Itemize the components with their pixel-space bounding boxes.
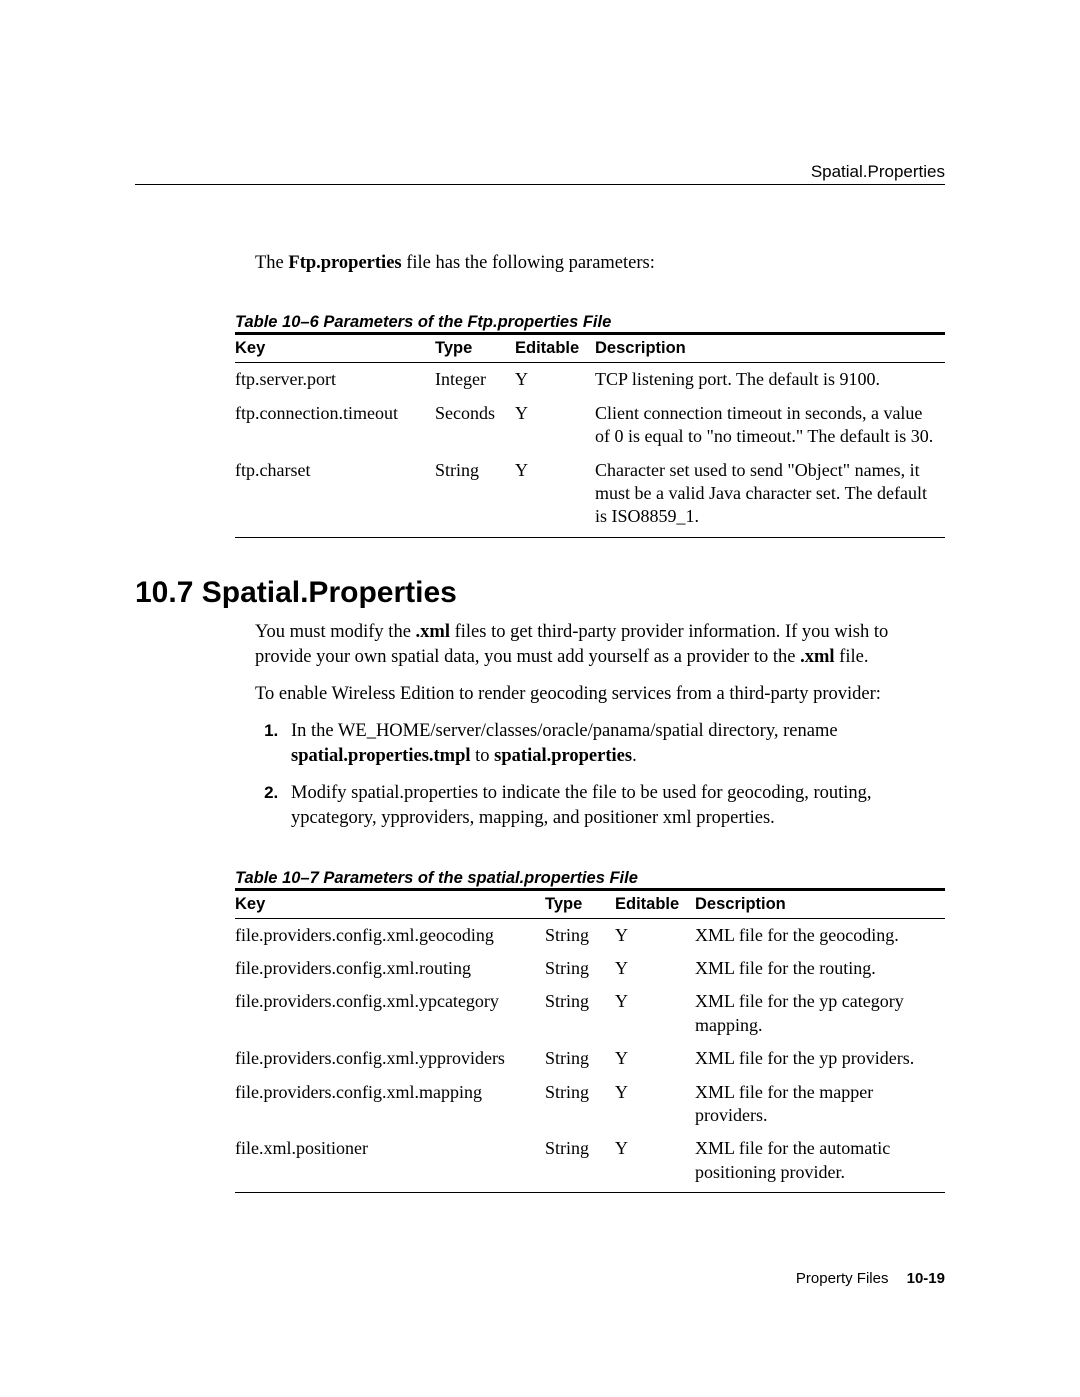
section-p2: To enable Wireless Edition to render geo… <box>255 682 945 707</box>
cell-type: String <box>545 1132 615 1192</box>
footer-page-number: 10-19 <box>907 1270 945 1287</box>
table2-col-type: Type <box>545 889 615 918</box>
cell-key: ftp.server.port <box>235 363 435 397</box>
table-row: file.xml.positioner String Y XML file fo… <box>235 1132 945 1192</box>
cell-edit: Y <box>615 1132 695 1192</box>
p1-a: You must modify the <box>255 622 416 642</box>
cell-key: file.providers.config.xml.routing <box>235 952 545 985</box>
table1-caption: Table 10–6 Parameters of the Ftp.propert… <box>235 313 945 332</box>
cell-edit: Y <box>515 397 595 454</box>
cell-key: ftp.charset <box>235 454 435 538</box>
cell-desc: Client connection timeout in seconds, a … <box>595 397 945 454</box>
cell-edit: Y <box>515 363 595 397</box>
cell-type: String <box>545 1076 615 1133</box>
step1-mid: to <box>471 746 495 766</box>
intro-pre: The <box>255 253 288 273</box>
table1-header-row: Key Type Editable Description <box>235 334 945 363</box>
cell-type: String <box>545 952 615 985</box>
p1-b1: .xml <box>416 622 450 642</box>
cell-key: file.xml.positioner <box>235 1132 545 1192</box>
intro-post: file has the following parameters: <box>402 253 655 273</box>
cell-edit: Y <box>615 952 695 985</box>
table1-block: Table 10–6 Parameters of the Ftp.propert… <box>235 313 945 537</box>
cell-desc: XML file for the geocoding. <box>695 918 945 952</box>
step1-b1: spatial.properties.tmpl <box>291 746 471 766</box>
p1-d: file. <box>835 647 869 667</box>
cell-type: String <box>435 454 515 538</box>
cell-desc: XML file for the mapper providers. <box>695 1076 945 1133</box>
table2-caption: Table 10–7 Parameters of the spatial.pro… <box>235 869 945 888</box>
cell-type: String <box>545 918 615 952</box>
table-row: ftp.server.port Integer Y TCP listening … <box>235 363 945 397</box>
cell-edit: Y <box>615 985 695 1042</box>
table-row: file.providers.config.xml.mapping String… <box>235 1076 945 1133</box>
intro-bold: Ftp.properties <box>288 253 401 273</box>
table-row: ftp.connection.timeout Seconds Y Client … <box>235 397 945 454</box>
table2-col-desc: Description <box>695 889 945 918</box>
cell-edit: Y <box>615 1076 695 1133</box>
list-item: In the WE_HOME/server/classes/oracle/pan… <box>283 719 945 769</box>
header-rule <box>135 184 945 185</box>
cell-desc: XML file for the automatic positioning p… <box>695 1132 945 1192</box>
step2-a: Modify spatial.properties to indicate th… <box>291 783 872 828</box>
section-p1: You must modify the .xml files to get th… <box>255 620 945 670</box>
footer-label: Property Files <box>796 1270 889 1287</box>
table1: Key Type Editable Description ftp.server… <box>235 332 945 537</box>
section-heading: 10.7 Spatial.Properties <box>135 576 945 610</box>
cell-type: String <box>545 1042 615 1075</box>
cell-type: String <box>545 985 615 1042</box>
cell-key: ftp.connection.timeout <box>235 397 435 454</box>
cell-key: file.providers.config.xml.geocoding <box>235 918 545 952</box>
step1-end: . <box>632 746 637 766</box>
steps-list: In the WE_HOME/server/classes/oracle/pan… <box>255 719 945 831</box>
cell-desc: XML file for the yp category mapping. <box>695 985 945 1042</box>
page-footer: Property Files 10-19 <box>796 1270 945 1287</box>
cell-desc: Character set used to send "Object" name… <box>595 454 945 538</box>
table-row: file.providers.config.xml.ypproviders St… <box>235 1042 945 1075</box>
cell-key: file.providers.config.xml.mapping <box>235 1076 545 1133</box>
section-body: You must modify the .xml files to get th… <box>255 620 945 831</box>
step1-a: In the WE_HOME/server/classes/oracle/pan… <box>291 721 838 741</box>
table2-col-edit: Editable <box>615 889 695 918</box>
section-number: 10.7 <box>135 576 193 609</box>
p1-b2: .xml <box>800 647 834 667</box>
content-area: The Ftp.properties file has the followin… <box>135 232 945 1193</box>
cell-desc: XML file for the routing. <box>695 952 945 985</box>
cell-desc: XML file for the yp providers. <box>695 1042 945 1075</box>
running-header: Spatial.Properties <box>811 162 945 182</box>
cell-edit: Y <box>615 918 695 952</box>
table1-col-edit: Editable <box>515 334 595 363</box>
cell-key: file.providers.config.xml.ypcategory <box>235 985 545 1042</box>
cell-key: file.providers.config.xml.ypproviders <box>235 1042 545 1075</box>
table-row: file.providers.config.xml.routing String… <box>235 952 945 985</box>
intro-paragraph: The Ftp.properties file has the followin… <box>255 251 945 276</box>
table2: Key Type Editable Description file.provi… <box>235 888 945 1194</box>
page: Spatial.Properties The Ftp.properties fi… <box>0 0 1080 1397</box>
cell-desc: TCP listening port. The default is 9100. <box>595 363 945 397</box>
table1-col-type: Type <box>435 334 515 363</box>
cell-edit: Y <box>515 454 595 538</box>
table2-header-row: Key Type Editable Description <box>235 889 945 918</box>
cell-type: Integer <box>435 363 515 397</box>
table2-col-key: Key <box>235 889 545 918</box>
table-row: file.providers.config.xml.geocoding Stri… <box>235 918 945 952</box>
list-item: Modify spatial.properties to indicate th… <box>283 781 945 831</box>
table1-col-key: Key <box>235 334 435 363</box>
table-row: ftp.charset String Y Character set used … <box>235 454 945 538</box>
cell-edit: Y <box>615 1042 695 1075</box>
table1-col-desc: Description <box>595 334 945 363</box>
step1-b2: spatial.properties <box>494 746 632 766</box>
cell-type: Seconds <box>435 397 515 454</box>
table-row: file.providers.config.xml.ypcategory Str… <box>235 985 945 1042</box>
table2-block: Table 10–7 Parameters of the spatial.pro… <box>235 869 945 1194</box>
section-title: Spatial.Properties <box>202 576 457 609</box>
